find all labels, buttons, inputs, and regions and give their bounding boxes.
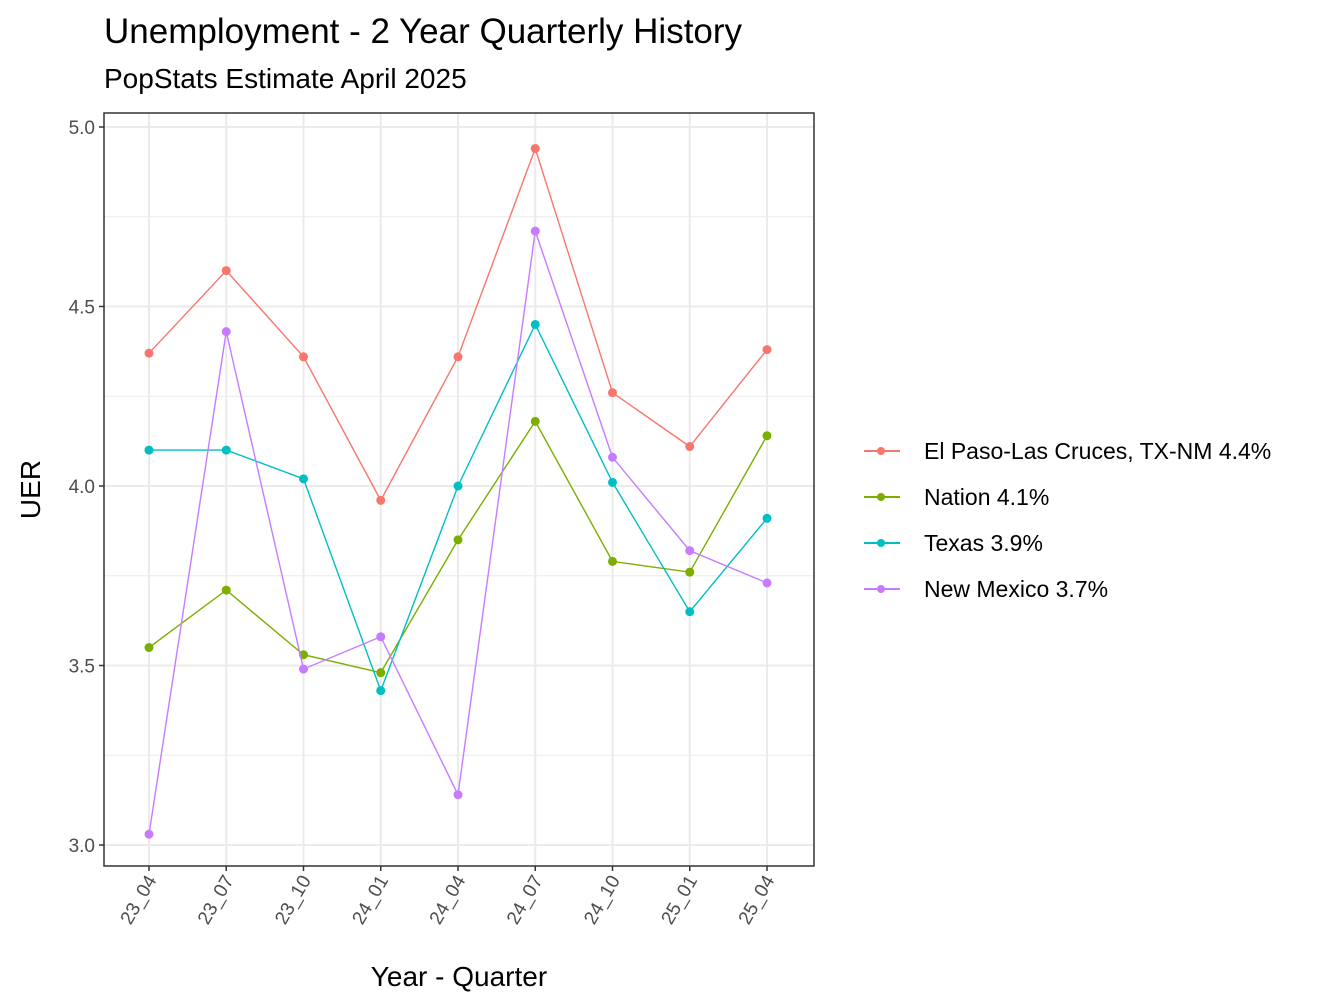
chart-subtitle: PopStats Estimate April 2025	[104, 63, 467, 94]
x-axis-title: Year - Quarter	[371, 961, 547, 992]
data-point	[299, 474, 308, 484]
x-tick-label: 24_01	[348, 872, 393, 928]
x-tick-label: 23_10	[271, 872, 316, 928]
legend: El Paso-Las Cruces, TX-NM 4.4% Nation 4.1…	[860, 428, 1271, 612]
legend-label: Texas 3.9%	[924, 529, 1043, 556]
data-point	[453, 352, 463, 362]
data-point	[685, 442, 695, 452]
legend-item: Nation 4.1%	[860, 474, 1271, 520]
data-point	[221, 445, 231, 455]
data-point	[299, 352, 308, 362]
x-tick-label: 24_10	[580, 872, 625, 928]
data-point	[221, 266, 231, 276]
data-point	[608, 452, 617, 462]
data-point	[144, 829, 154, 839]
x-tick-label: 24_04	[426, 872, 471, 929]
x-tick-label: 25_04	[735, 872, 780, 929]
legend-item: El Paso-Las Cruces, TX-NM 4.4%	[860, 428, 1271, 474]
legend-item: Texas 3.9%	[860, 520, 1271, 566]
data-point	[221, 327, 231, 337]
panel-border	[103, 112, 815, 867]
y-tick-label: 4.0	[69, 477, 95, 498]
data-point	[376, 632, 386, 642]
legend-item: New Mexico 3.7%	[860, 566, 1271, 612]
data-point	[685, 607, 695, 617]
data-point	[530, 319, 540, 329]
chart-title: Unemployment - 2 Year Quarterly History	[104, 12, 743, 51]
y-tick-label: 5.0	[69, 118, 95, 139]
y-tick-label: 3.5	[69, 657, 95, 678]
data-point	[608, 477, 617, 487]
x-tick-label: 25_01	[657, 872, 702, 928]
data-point	[530, 226, 540, 236]
x-tick-label: 24_07	[503, 872, 548, 928]
legend-label: Nation 4.1%	[924, 483, 1050, 510]
data-point	[299, 664, 308, 674]
data-point	[530, 144, 540, 154]
data-point	[144, 348, 154, 358]
data-point	[762, 578, 772, 588]
x-tick-label: 23_04	[117, 872, 162, 929]
legend-label: New Mexico 3.7%	[924, 575, 1109, 602]
data-point	[144, 643, 154, 653]
y-tick-label: 4.5	[69, 298, 95, 319]
legend-label: El Paso-Las Cruces, TX-NM 4.4%	[924, 437, 1272, 464]
legend-line-point-icon	[860, 487, 904, 507]
legend-line-point-icon	[860, 579, 904, 599]
y-tick-label: 3.0	[69, 836, 95, 857]
data-point	[376, 495, 386, 505]
data-point	[608, 556, 617, 566]
data-point	[144, 445, 154, 455]
data-point	[685, 546, 695, 556]
data-point	[376, 686, 386, 696]
legend-line-point-icon	[860, 441, 904, 461]
data-point	[608, 388, 617, 398]
data-point	[762, 513, 772, 523]
x-tick-label: 23_07	[194, 872, 239, 928]
y-axis-title: UER	[15, 460, 46, 519]
data-point	[685, 567, 695, 577]
legend-line-point-icon	[860, 533, 904, 553]
data-point	[453, 790, 463, 800]
data-point	[530, 416, 540, 426]
data-point	[453, 535, 463, 545]
data-point	[762, 431, 772, 441]
data-point	[376, 668, 386, 678]
data-point	[221, 585, 231, 595]
data-point	[453, 481, 463, 491]
data-point	[762, 345, 772, 355]
